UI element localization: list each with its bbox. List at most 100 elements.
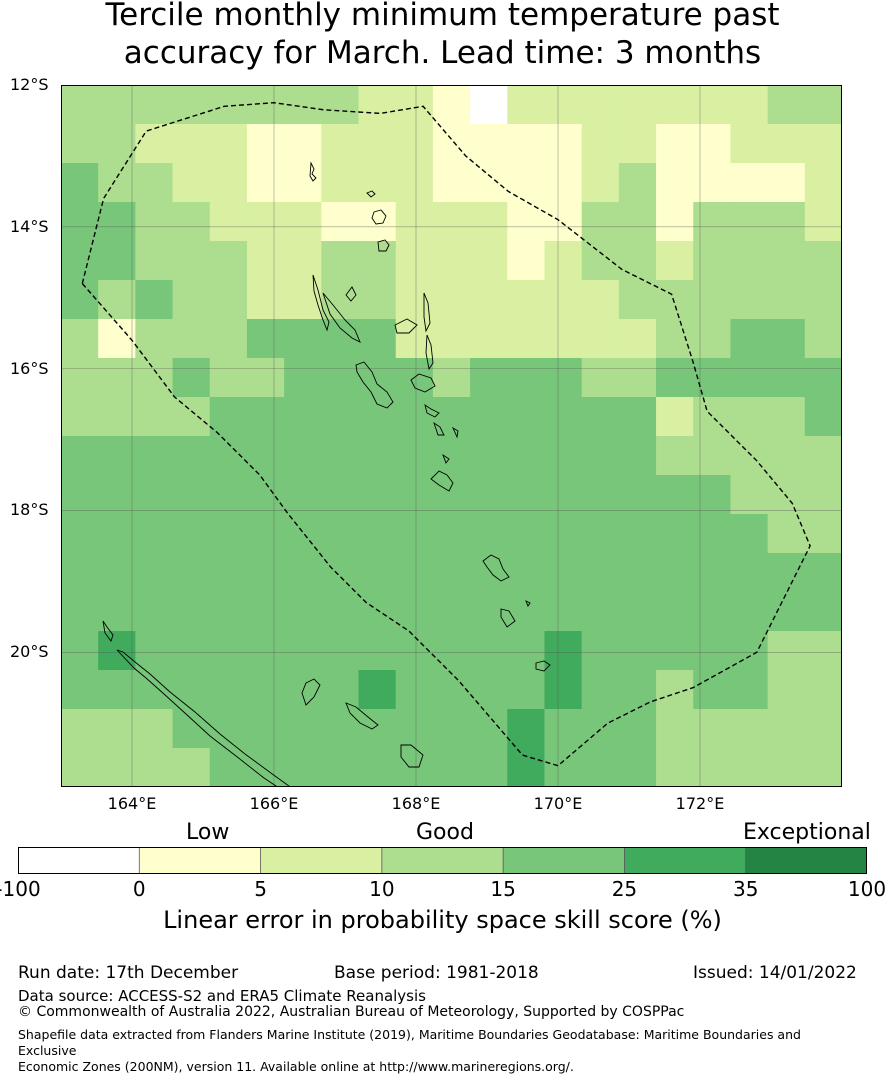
skill-cell [767,280,806,320]
skill-cell [61,553,99,593]
skill-cell [581,436,620,476]
map-title: Tercile monthly minimum temperature past… [0,0,885,72]
skill-cell [246,436,285,476]
skill-cell [61,670,99,710]
skill-cell [470,163,508,203]
skill-cell [246,553,285,593]
skill-cell [432,124,471,164]
skill-cell [767,397,806,437]
skill-cell [618,592,657,632]
skill-cell [395,241,434,281]
skill-cell [358,202,397,242]
skill-cell [544,475,583,515]
skill-cell [693,241,732,281]
skill-cell [767,163,806,203]
shapefile-credit-line-1: Shapefile data extracted from Flanders M… [18,1027,801,1058]
skill-cell [209,631,248,671]
skill-cell [470,280,508,320]
skill-cell [135,163,174,203]
skill-cell [358,397,397,437]
skill-cell [172,592,211,632]
skill-cell [767,358,806,398]
skill-cell [432,748,471,787]
skill-cell [209,592,248,632]
skill-cell [581,358,620,398]
skill-cell [730,163,769,203]
skill-cell [544,709,583,749]
colorbar-category-low: Low [186,820,230,845]
skill-cell [581,397,620,437]
skill-cell [98,748,136,787]
lat-tick-label: 14°S [10,216,49,236]
skill-cell [656,631,694,671]
skill-cell [581,631,620,671]
skill-cell [693,124,732,164]
skill-cell [544,280,583,320]
skill-cell [172,553,211,593]
skill-cell [358,748,397,787]
colorbar-tick-label: 100 [847,877,885,901]
skill-cell [804,241,842,281]
skill-cell [246,475,285,515]
skill-cell [767,241,806,281]
skill-cell [656,241,694,281]
skill-cell [618,358,657,398]
skill-cell [432,397,471,437]
skill-cell [172,163,211,203]
skill-cell [135,319,174,359]
skill-cell [135,553,174,593]
skill-cell [284,163,322,203]
skill-cell [581,280,620,320]
skill-cell [470,241,508,281]
skill-cell [432,85,471,125]
skill-cell [358,241,397,281]
skill-cell [730,358,769,398]
colorbar-tick-label: 15 [490,877,516,901]
skill-cell [284,475,322,515]
skill-cell [395,202,434,242]
skill-cell [98,319,136,359]
skill-cell [656,397,694,437]
skill-cell [358,475,397,515]
skill-cell [730,202,769,242]
skill-cell [767,553,806,593]
skill-cell [544,202,583,242]
skill-cell [618,202,657,242]
skill-cell [98,85,136,125]
skill-cell [284,631,322,671]
skill-cell [804,202,842,242]
skill-cell [284,241,322,281]
skill-cell [61,280,99,320]
skill-cell [767,748,806,787]
skill-cell [581,241,620,281]
skill-cell [581,163,620,203]
skill-cell [209,397,248,437]
skill-cell [767,319,806,359]
skill-cell [246,85,285,125]
skill-cell [432,163,471,203]
skill-cell [172,85,211,125]
skill-cell [284,202,322,242]
skill-cell [246,319,285,359]
skill-cell [135,631,174,671]
skill-cell [321,241,360,281]
skill-cell [61,241,99,281]
skill-cell [395,397,434,437]
skill-cell [730,631,769,671]
skill-cell [135,241,174,281]
skill-cell [61,85,99,125]
skill-cell [581,319,620,359]
skill-cell [209,553,248,593]
skill-cell [544,85,583,125]
skill-cell [693,319,732,359]
skill-cell [767,709,806,749]
colorbar-segment [624,847,747,874]
skill-cell [730,319,769,359]
skill-cell [618,280,657,320]
skill-cell [209,124,248,164]
skill-cell [395,553,434,593]
skill-cell [321,475,360,515]
colorbar-tick-label: -100 [0,877,41,901]
colorbar-segment [503,847,625,874]
skill-cell [172,631,211,671]
